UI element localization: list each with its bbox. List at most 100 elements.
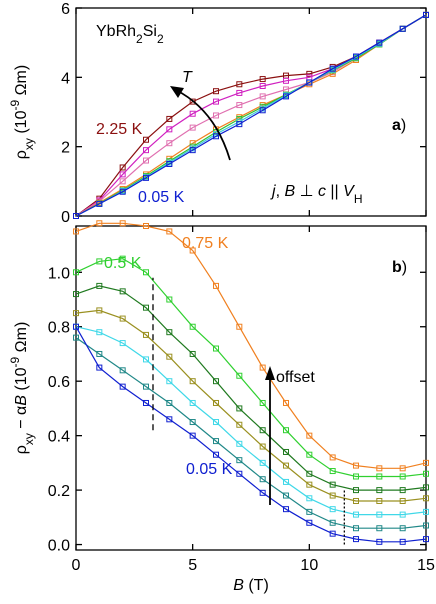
data-point	[166, 416, 173, 423]
text-part: Si	[143, 23, 157, 40]
data-point	[189, 350, 196, 357]
y-tick-label: 6	[61, 1, 70, 18]
data-point	[73, 213, 79, 219]
data-point	[119, 315, 126, 322]
data-point	[329, 519, 336, 526]
panel-label: a)	[392, 117, 406, 134]
arrow-label: T	[182, 69, 193, 86]
data-point	[399, 497, 406, 504]
data-point	[189, 110, 196, 117]
data-point	[236, 470, 243, 477]
data-point	[166, 115, 173, 122]
data-point	[73, 323, 79, 330]
text-part: Ωm)	[13, 322, 30, 357]
series-label: 2.25 K	[96, 121, 143, 138]
data-point	[376, 487, 383, 494]
data-point	[283, 77, 289, 84]
data-point	[306, 432, 313, 439]
data-point	[306, 451, 313, 458]
series-label: 0.05 K	[186, 461, 233, 478]
y-tick-label: 0.4	[48, 429, 70, 446]
data-point	[283, 506, 289, 513]
data-point	[236, 89, 243, 96]
text-part: (10	[13, 110, 30, 138]
arrow-head	[170, 86, 184, 98]
data-point	[119, 255, 126, 262]
data-point	[259, 107, 266, 114]
y-tick-label: 0	[61, 209, 70, 226]
data-point	[353, 497, 359, 504]
data-point	[283, 427, 289, 434]
data-point	[423, 508, 429, 515]
data-point	[376, 511, 383, 518]
data-point	[236, 421, 243, 428]
text-part: ||	[326, 183, 343, 200]
data-point	[423, 484, 429, 491]
data-point	[353, 536, 359, 543]
y-tick-label: 1.0	[48, 265, 70, 282]
data-point	[73, 310, 79, 317]
x-axis-label: B (T)	[233, 577, 269, 594]
x-tick-label: 15	[417, 557, 435, 574]
text-part: ρ	[13, 445, 30, 454]
data-point	[259, 427, 266, 434]
data-point	[213, 378, 219, 385]
data-point	[166, 140, 173, 147]
data-point	[259, 93, 266, 100]
data-point	[329, 492, 336, 499]
data-point	[353, 487, 359, 494]
series-line	[75, 14, 427, 217]
text-part: (10	[13, 367, 30, 395]
data-point	[143, 136, 149, 143]
data-point	[329, 468, 336, 475]
series-line	[75, 14, 427, 217]
data-point	[306, 70, 313, 77]
y-tick-label: 2	[61, 140, 70, 157]
text-part: )	[401, 117, 406, 134]
text-part: -9	[8, 356, 22, 367]
y-axis-label: ρxy − αB (10-9 Ωm)	[8, 322, 36, 455]
data-point	[376, 497, 383, 504]
text-part: (T)	[244, 577, 269, 594]
data-point	[376, 473, 383, 480]
data-point	[143, 331, 149, 338]
data-point	[213, 419, 219, 426]
data-point	[143, 399, 149, 406]
data-point	[213, 345, 219, 352]
data-point	[213, 112, 219, 119]
series-line	[75, 14, 427, 217]
data-point	[283, 492, 289, 499]
x-tick-label: 0	[72, 557, 81, 574]
data-point	[143, 223, 149, 229]
data-point	[143, 269, 149, 276]
data-point	[283, 478, 289, 485]
data-point	[189, 98, 196, 105]
y-tick-label: 0.8	[48, 320, 70, 337]
series-line	[75, 14, 427, 217]
data-point	[399, 538, 406, 545]
data-point	[423, 536, 429, 543]
data-point	[166, 161, 173, 167]
data-point	[166, 126, 173, 133]
text-part: − α	[13, 406, 30, 433]
data-point	[353, 525, 359, 532]
arrow-head	[265, 366, 275, 380]
text-part: j	[270, 183, 276, 200]
series-line	[75, 326, 427, 543]
geometry: j, B ⊥ c || VH	[270, 183, 363, 206]
series-line	[75, 258, 427, 478]
text-part: 2	[157, 32, 164, 46]
data-point	[236, 405, 243, 412]
data-point	[353, 53, 359, 60]
data-point	[189, 432, 196, 439]
data-point	[423, 459, 429, 466]
data-point	[399, 511, 406, 518]
data-point	[259, 83, 266, 89]
data-point	[166, 399, 173, 406]
y-axis-label: ρxy (10-9 Ωm)	[8, 65, 36, 159]
data-point	[283, 399, 289, 406]
text-part: 2	[136, 32, 143, 46]
data-point	[119, 188, 126, 195]
text-part: ,	[276, 183, 285, 200]
data-point	[259, 489, 266, 496]
